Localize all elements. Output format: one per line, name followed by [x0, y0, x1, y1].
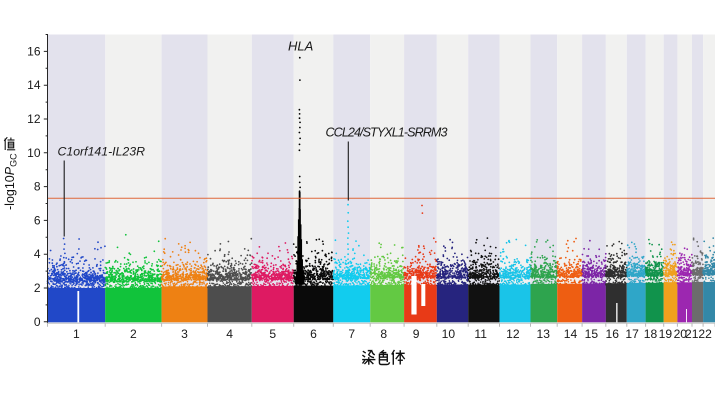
- svg-text:13: 13: [536, 327, 550, 341]
- svg-text:C1orf141-IL23R: C1orf141-IL23R: [58, 145, 146, 159]
- svg-text:11: 11: [474, 327, 487, 341]
- svg-text:3: 3: [181, 327, 188, 341]
- svg-text:2: 2: [34, 281, 41, 295]
- svg-text:15: 15: [585, 327, 599, 341]
- svg-text:21: 21: [685, 327, 699, 341]
- svg-text:14: 14: [27, 78, 41, 92]
- svg-text:16: 16: [605, 327, 619, 341]
- svg-text:4: 4: [226, 327, 233, 341]
- svg-text:16: 16: [27, 44, 41, 58]
- svg-text:2: 2: [130, 327, 137, 341]
- svg-text:CCL24/STYXL1-SRRM3: CCL24/STYXL1-SRRM3: [326, 126, 448, 140]
- svg-text:7: 7: [348, 327, 355, 341]
- svg-text:8: 8: [34, 180, 41, 194]
- svg-text:14: 14: [564, 327, 578, 341]
- svg-text:22: 22: [698, 327, 712, 341]
- svg-text:4: 4: [34, 247, 41, 261]
- svg-text:10: 10: [27, 146, 41, 160]
- svg-text:17: 17: [625, 327, 639, 341]
- svg-text:5: 5: [269, 327, 276, 341]
- svg-text:6: 6: [310, 327, 317, 341]
- svg-text:6: 6: [34, 213, 41, 227]
- svg-text:HLA: HLA: [288, 39, 313, 54]
- svg-text:1: 1: [73, 327, 80, 341]
- svg-text:19: 19: [659, 327, 673, 341]
- svg-text:-log10PGC: -log10PGC: [3, 153, 19, 210]
- svg-text:12: 12: [27, 112, 41, 126]
- svg-text:0: 0: [34, 315, 41, 329]
- svg-text:18: 18: [644, 327, 658, 341]
- svg-text:9: 9: [413, 327, 420, 341]
- svg-text:20: 20: [674, 327, 688, 341]
- svg-text:12: 12: [506, 327, 520, 341]
- svg-text:10: 10: [442, 327, 456, 341]
- svg-text:8: 8: [380, 327, 387, 341]
